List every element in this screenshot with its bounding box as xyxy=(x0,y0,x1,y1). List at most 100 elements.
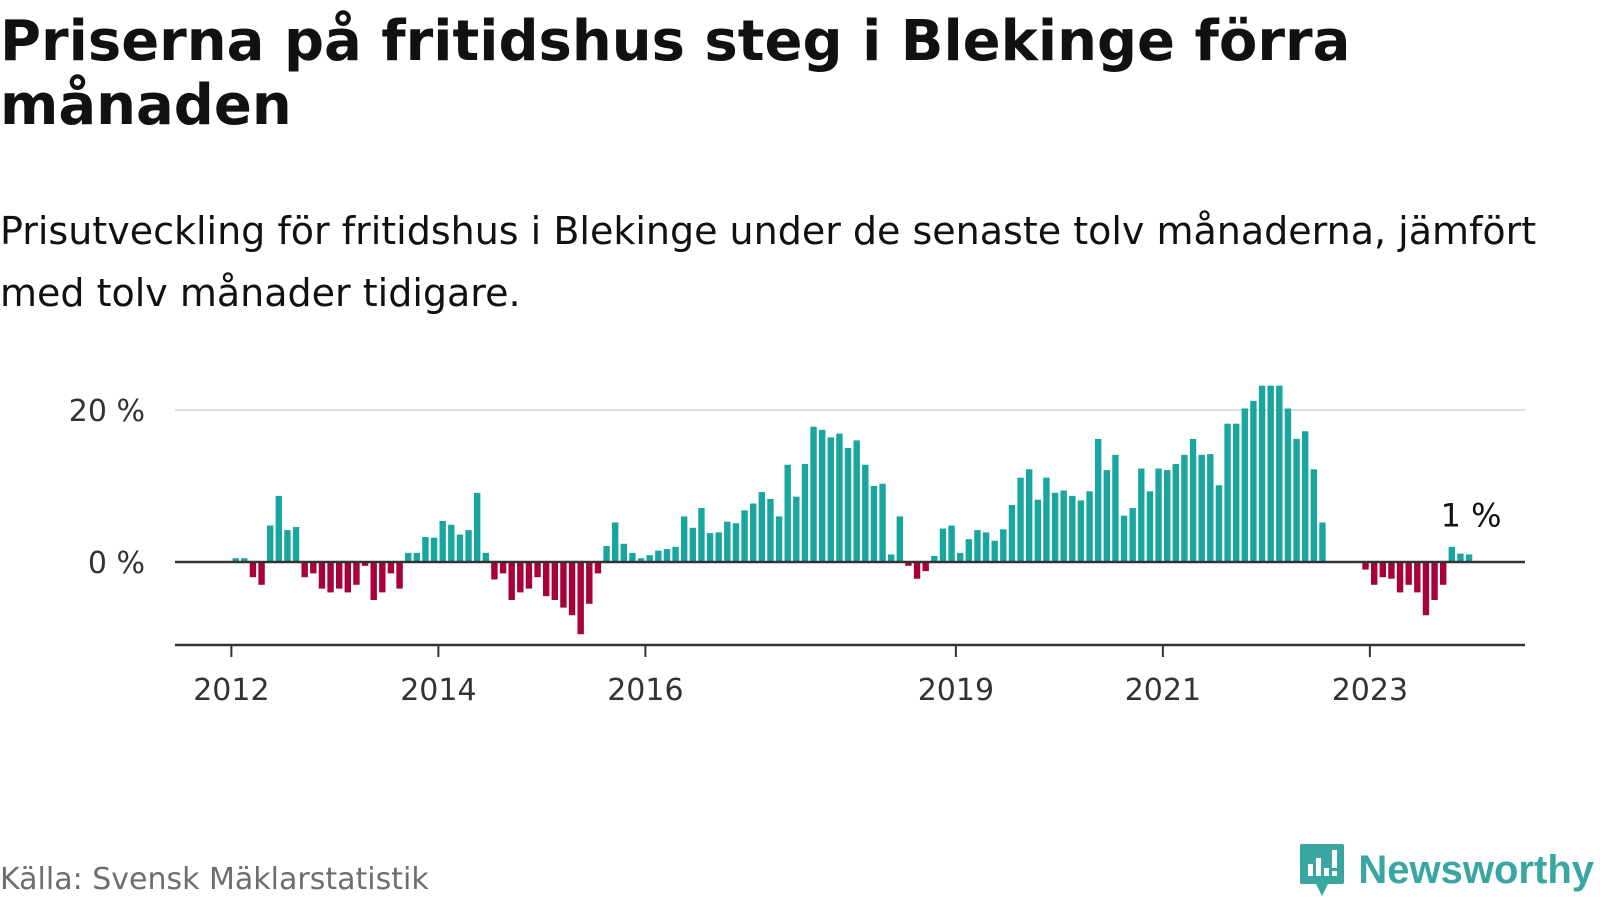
bar xyxy=(672,546,679,562)
bar xyxy=(1138,468,1145,562)
bar xyxy=(551,562,559,600)
bar xyxy=(1198,454,1205,562)
bar xyxy=(706,533,714,562)
bar xyxy=(956,552,964,562)
bar xyxy=(1465,554,1473,562)
bar xyxy=(870,486,878,562)
bar xyxy=(361,562,369,566)
bar xyxy=(879,483,886,562)
bar xyxy=(896,516,904,562)
bar xyxy=(1276,385,1283,562)
bar xyxy=(680,516,688,562)
bar xyxy=(387,562,395,574)
bar xyxy=(603,546,610,562)
bar xyxy=(836,433,843,562)
bar xyxy=(1034,499,1042,562)
bar xyxy=(749,503,757,562)
bar xyxy=(1396,562,1404,593)
bar xyxy=(655,550,662,562)
bar xyxy=(1379,562,1387,578)
bar xyxy=(818,429,826,562)
bar xyxy=(732,523,740,562)
bar xyxy=(1284,408,1292,562)
bar xyxy=(1310,469,1318,562)
bar xyxy=(1086,491,1093,562)
bar xyxy=(396,562,403,589)
bar xyxy=(1439,562,1447,585)
bar xyxy=(430,537,438,562)
last-value-annotation: 1 % xyxy=(1441,496,1502,534)
bar xyxy=(1405,562,1412,585)
bar xyxy=(465,530,472,562)
x-tick-label: 2023 xyxy=(1332,673,1408,708)
bar xyxy=(620,543,628,562)
brand-name: Newsworthy xyxy=(1358,847,1594,892)
bar xyxy=(629,552,636,562)
bar xyxy=(948,525,955,562)
axis-layer xyxy=(175,560,1525,657)
newsworthy-logo-icon xyxy=(1300,844,1345,896)
bar xyxy=(241,558,248,562)
bar xyxy=(482,552,490,562)
bar xyxy=(767,498,774,562)
bar xyxy=(1112,454,1119,562)
bar xyxy=(1232,423,1240,562)
bar xyxy=(456,534,464,562)
bar xyxy=(568,562,576,616)
x-tick-label: 2019 xyxy=(918,673,994,708)
bar xyxy=(793,496,800,562)
bar xyxy=(698,508,705,562)
bar xyxy=(439,520,446,562)
bar xyxy=(577,562,584,635)
brand-logo: Newsworthy xyxy=(1298,842,1594,898)
bar xyxy=(741,510,748,562)
bar xyxy=(379,562,386,593)
source-note: Källa: Svensk Mäklarstatistik xyxy=(0,862,429,897)
bar xyxy=(232,558,239,562)
bar xyxy=(784,464,791,562)
bar xyxy=(1293,438,1300,562)
bar xyxy=(508,562,515,600)
bar xyxy=(525,562,533,589)
bar xyxy=(327,562,334,593)
bar xyxy=(974,530,981,562)
bar xyxy=(1431,562,1438,600)
bar xyxy=(724,521,731,562)
y-tick-label: 0 % xyxy=(88,546,145,581)
bar xyxy=(1189,438,1197,562)
bar xyxy=(1017,477,1024,562)
bar xyxy=(1155,468,1162,562)
bar xyxy=(1448,546,1456,562)
bar xyxy=(862,464,869,562)
bar xyxy=(1370,562,1378,585)
y-tick-label: 20 % xyxy=(69,394,145,429)
bar xyxy=(422,536,429,562)
bar xyxy=(370,562,377,600)
bar xyxy=(1215,485,1223,562)
bar xyxy=(1060,490,1067,562)
bar xyxy=(491,562,498,580)
bar xyxy=(1043,477,1050,562)
bar xyxy=(1000,529,1007,562)
bar xyxy=(560,562,567,608)
bar xyxy=(637,558,645,562)
bar xyxy=(931,555,938,562)
bar xyxy=(249,562,257,578)
bar xyxy=(284,530,291,562)
bar xyxy=(258,562,265,585)
bar xyxy=(982,532,990,562)
bar xyxy=(473,492,481,562)
x-tick-label: 2021 xyxy=(1125,673,1201,708)
bar xyxy=(1051,492,1059,562)
bar xyxy=(1094,438,1102,562)
x-tick-label: 2016 xyxy=(607,673,683,708)
bar xyxy=(448,524,455,562)
bar xyxy=(586,562,593,604)
bar xyxy=(318,562,326,589)
bar xyxy=(1129,508,1136,562)
x-tick-label: 2012 xyxy=(193,673,269,708)
bar xyxy=(1457,553,1464,562)
bar xyxy=(1422,562,1430,616)
bar xyxy=(1388,562,1395,579)
bar xyxy=(335,562,343,589)
